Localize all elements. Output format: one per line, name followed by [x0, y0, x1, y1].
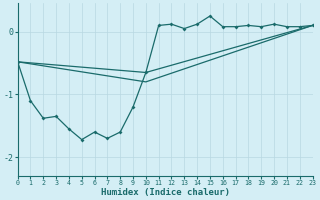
- X-axis label: Humidex (Indice chaleur): Humidex (Indice chaleur): [100, 188, 229, 197]
